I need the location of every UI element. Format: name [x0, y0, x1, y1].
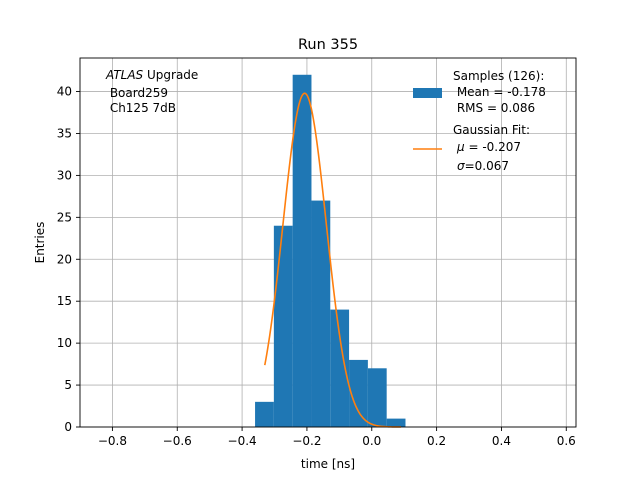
annotation-atlas-italic: ATLAS: [105, 68, 144, 82]
x-axis-ticks: −0.8 −0.6 −0.4 −0.2 0.0 0.2 0.4 0.6: [98, 427, 576, 448]
histogram-bar: [386, 418, 406, 427]
y-axis-ticks: 0 5 10 15 20 25 30 35 40: [57, 85, 80, 434]
annotation-line-2: Board259: [106, 86, 168, 100]
y-tick-label: 15: [57, 294, 72, 308]
legend-fit-title: Gaussian Fit:: [453, 123, 530, 137]
y-tick-label: 25: [57, 210, 72, 224]
legend-sigma-label: σ=0.067: [457, 159, 509, 173]
histogram-bar: [367, 368, 387, 427]
legend-histogram-patch: [413, 88, 442, 98]
chart-title: Run 355: [298, 37, 358, 53]
x-tick-label: −0.6: [163, 434, 192, 448]
legend-sigma-symbol: σ: [457, 159, 465, 173]
histogram-bar: [273, 225, 293, 427]
legend-mu-label: μ = -0.207: [456, 140, 521, 154]
x-axis-label: time [ns]: [301, 457, 355, 471]
annotation-upgrade: Upgrade: [143, 68, 198, 82]
annotation-line-3: Ch125 7dB: [106, 101, 176, 115]
y-axis-label: Entries: [33, 222, 47, 264]
x-tick-label: 0.6: [557, 434, 576, 448]
x-tick-label: −0.8: [98, 434, 127, 448]
x-tick-label: 0.0: [362, 434, 381, 448]
bars-layer: [255, 74, 406, 427]
x-tick-label: 0.2: [427, 434, 446, 448]
histogram-bar: [330, 309, 350, 427]
y-tick-label: 5: [64, 378, 72, 392]
legend: Samples (126): Mean = -0.178 RMS = 0.086…: [413, 69, 546, 173]
legend-rms-label: RMS = 0.086: [453, 101, 535, 115]
legend-sigma-value: =0.067: [465, 159, 509, 173]
x-tick-label: −0.4: [228, 434, 257, 448]
y-tick-label: 30: [57, 168, 72, 182]
atlas-annotation: ATLAS Upgrade Board259 Ch125 7dB: [105, 68, 198, 115]
y-tick-label: 20: [57, 252, 72, 266]
x-tick-label: −0.2: [292, 434, 321, 448]
legend-samples-label: Samples (126):: [453, 69, 544, 83]
histogram-bar: [292, 74, 312, 427]
x-tick-label: 0.4: [492, 434, 511, 448]
y-tick-label: 40: [57, 85, 72, 99]
legend-mean-label: Mean = -0.178: [453, 85, 546, 99]
y-tick-label: 10: [57, 336, 72, 350]
y-tick-label: 0: [64, 420, 72, 434]
histogram-bar: [311, 200, 331, 427]
annotation-line-1: ATLAS Upgrade: [105, 68, 198, 82]
legend-mu-symbol: μ: [456, 140, 465, 154]
histogram-bar: [349, 359, 368, 427]
y-tick-label: 35: [57, 126, 72, 140]
histogram-bar: [255, 401, 274, 427]
legend-mu-value: = -0.207: [465, 140, 521, 154]
plot-frame: [79, 57, 577, 428]
gaussian-fit-curve: [263, 92, 401, 428]
